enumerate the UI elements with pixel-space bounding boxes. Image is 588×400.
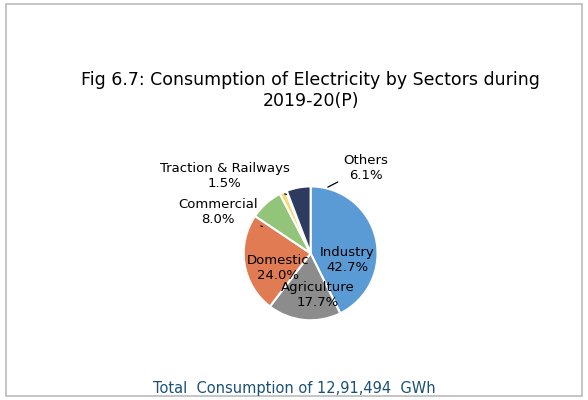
Text: Total  Consumption of 12,91,494  GWh: Total Consumption of 12,91,494 GWh <box>153 380 435 396</box>
Title: Fig 6.7: Consumption of Electricity by Sectors during
2019-20(P): Fig 6.7: Consumption of Electricity by S… <box>81 71 540 110</box>
Text: Traction & Railways
1.5%: Traction & Railways 1.5% <box>160 162 290 194</box>
Wedge shape <box>243 216 310 306</box>
Text: Industry
42.7%: Industry 42.7% <box>320 246 375 274</box>
Wedge shape <box>310 186 377 313</box>
Wedge shape <box>286 191 310 253</box>
Wedge shape <box>287 186 310 253</box>
Text: Domestic
24.0%: Domestic 24.0% <box>247 254 310 282</box>
Wedge shape <box>270 253 340 320</box>
Wedge shape <box>255 194 310 253</box>
Text: Commercial
8.0%: Commercial 8.0% <box>178 198 262 226</box>
Text: Others
6.1%: Others 6.1% <box>328 154 388 187</box>
Text: Agriculture
17.7%: Agriculture 17.7% <box>280 281 354 309</box>
Wedge shape <box>280 191 310 253</box>
